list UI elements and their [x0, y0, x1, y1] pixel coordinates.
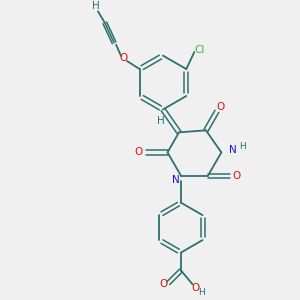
Text: O: O — [191, 283, 200, 293]
Text: N: N — [172, 175, 180, 185]
Text: O: O — [134, 147, 143, 158]
Text: O: O — [119, 53, 127, 63]
Text: H: H — [92, 1, 100, 11]
Text: H: H — [157, 116, 165, 126]
Text: O: O — [159, 279, 167, 289]
Text: O: O — [217, 102, 225, 112]
Text: Cl: Cl — [194, 45, 205, 55]
Text: H: H — [239, 142, 246, 151]
Text: O: O — [233, 171, 241, 181]
Text: H: H — [198, 288, 205, 297]
Text: N: N — [230, 146, 237, 155]
